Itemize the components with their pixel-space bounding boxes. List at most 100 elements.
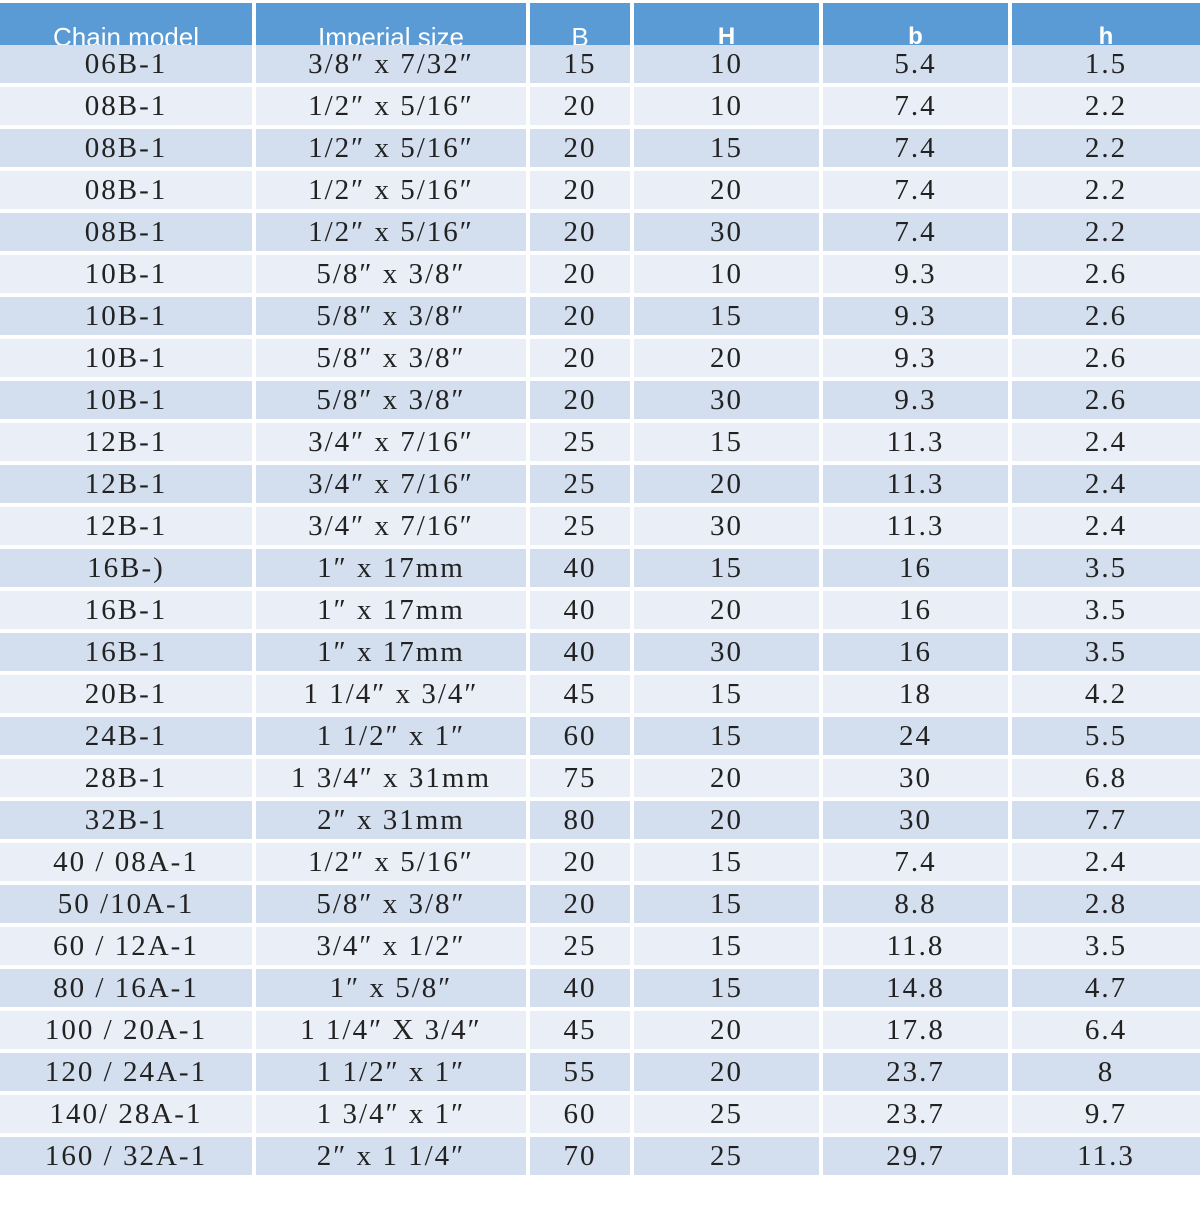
table-cell: 9.3 — [823, 297, 1008, 335]
table-cell: 9.3 — [823, 255, 1008, 293]
table-cell: 20 — [634, 339, 819, 377]
table-cell: 11.3 — [1012, 1137, 1200, 1175]
table-cell: 20 — [530, 843, 630, 881]
table-cell: 20 — [530, 87, 630, 125]
table-cell: 15 — [634, 129, 819, 167]
table-cell: 1″ x 17mm — [256, 591, 526, 629]
table-cell: 40 — [530, 591, 630, 629]
table-cell: 20 — [634, 171, 819, 209]
table-cell: 5.5 — [1012, 717, 1200, 755]
table-cell: 20 — [634, 1011, 819, 1049]
table-cell: 18 — [823, 675, 1008, 713]
table-cell: 45 — [530, 1011, 630, 1049]
table-cell: 50 /10A-1 — [0, 885, 252, 923]
table-cell: 16B-1 — [0, 633, 252, 671]
table-cell: 20 — [530, 297, 630, 335]
table-cell: 5/8″ x 3/8″ — [256, 885, 526, 923]
table-cell: 25 — [634, 1137, 819, 1175]
table-cell: 7.4 — [823, 843, 1008, 881]
table-cell: 20 — [530, 339, 630, 377]
table-cell: 3.5 — [1012, 549, 1200, 587]
table-cell: 12B-1 — [0, 423, 252, 461]
table-cell: 16 — [823, 591, 1008, 629]
table-cell: 160 / 32A-1 — [0, 1137, 252, 1175]
table-cell: 11.3 — [823, 507, 1008, 545]
table-cell: 20 — [634, 801, 819, 839]
table-cell: 2.4 — [1012, 843, 1200, 881]
table-cell: 11.8 — [823, 927, 1008, 965]
table-cell: 3/4″ x 7/16″ — [256, 423, 526, 461]
table-cell: 2.2 — [1012, 171, 1200, 209]
table-cell: 20 — [634, 759, 819, 797]
table-cell: 10B-1 — [0, 339, 252, 377]
table-cell: 1/2″ x 5/16″ — [256, 213, 526, 251]
table-cell: 3.5 — [1012, 591, 1200, 629]
table-cell: 1 1/2″ x 1″ — [256, 717, 526, 755]
table-cell: 20 — [530, 171, 630, 209]
table-cell: 2″ x 31mm — [256, 801, 526, 839]
table-cell: 30 — [823, 801, 1008, 839]
table-cell: 7.4 — [823, 213, 1008, 251]
table-cell: 7.7 — [1012, 801, 1200, 839]
table-cell: 15 — [634, 927, 819, 965]
table-cell: 15 — [530, 45, 630, 83]
table-cell: 08B-1 — [0, 87, 252, 125]
table-cell: 32B-1 — [0, 801, 252, 839]
table-cell: 23.7 — [823, 1095, 1008, 1133]
table-cell: 20 — [530, 381, 630, 419]
table-cell: 1″ x 5/8″ — [256, 969, 526, 1007]
table-cell: 15 — [634, 423, 819, 461]
table-cell: 40 — [530, 633, 630, 671]
table-cell: 60 / 12A-1 — [0, 927, 252, 965]
table-cell: 25 — [530, 465, 630, 503]
table-cell: 1/2″ x 5/16″ — [256, 129, 526, 167]
table-cell: 1/2″ x 5/16″ — [256, 171, 526, 209]
table-cell: 1″ x 17mm — [256, 633, 526, 671]
table-cell: 2.2 — [1012, 213, 1200, 251]
table-cell: 30 — [634, 507, 819, 545]
table-cell: 16 — [823, 633, 1008, 671]
table-cell: 9.3 — [823, 339, 1008, 377]
table-cell: 25 — [530, 507, 630, 545]
table-cell: 3/8″ x 7/32″ — [256, 45, 526, 83]
table-cell: 45 — [530, 675, 630, 713]
table-cell: 2.6 — [1012, 255, 1200, 293]
table-cell: 16B-) — [0, 549, 252, 587]
table-cell: 16B-1 — [0, 591, 252, 629]
table-cell: 2.6 — [1012, 381, 1200, 419]
table-cell: 17.8 — [823, 1011, 1008, 1049]
table-cell: 70 — [530, 1137, 630, 1175]
table-cell: 30 — [823, 759, 1008, 797]
table-cell: 15 — [634, 969, 819, 1007]
table-cell: 15 — [634, 549, 819, 587]
table-cell: 3.5 — [1012, 633, 1200, 671]
table-cell: 10 — [634, 45, 819, 83]
table-cell: 75 — [530, 759, 630, 797]
table-cell: 1″ x 17mm — [256, 549, 526, 587]
table-cell: 1 3/4″ x 1″ — [256, 1095, 526, 1133]
table-cell: 8.8 — [823, 885, 1008, 923]
table-cell: 9.3 — [823, 381, 1008, 419]
table-cell: 100 / 20A-1 — [0, 1011, 252, 1049]
table-cell: 24 — [823, 717, 1008, 755]
table-cell: 20 — [634, 591, 819, 629]
table-cell: 2.2 — [1012, 87, 1200, 125]
table-cell: 7.4 — [823, 129, 1008, 167]
table-cell: 5.4 — [823, 45, 1008, 83]
table-cell: 28B-1 — [0, 759, 252, 797]
table-cell: 1 1/4″ X 3/4″ — [256, 1011, 526, 1049]
table-cell: 2″ x 1 1/4″ — [256, 1137, 526, 1175]
table-cell: 140/ 28A-1 — [0, 1095, 252, 1133]
table-cell: 1.5 — [1012, 45, 1200, 83]
table-cell: 2.6 — [1012, 339, 1200, 377]
table-cell: 5/8″ x 3/8″ — [256, 381, 526, 419]
table-cell: 7.4 — [823, 171, 1008, 209]
table-cell: 80 — [530, 801, 630, 839]
table-cell: 5/8″ x 3/8″ — [256, 297, 526, 335]
table-cell: 15 — [634, 843, 819, 881]
table-cell: 20 — [634, 465, 819, 503]
table-cell: 20B-1 — [0, 675, 252, 713]
table-cell: 15 — [634, 297, 819, 335]
table-cell: 10 — [634, 87, 819, 125]
table-cell: 1/2″ x 5/16″ — [256, 87, 526, 125]
